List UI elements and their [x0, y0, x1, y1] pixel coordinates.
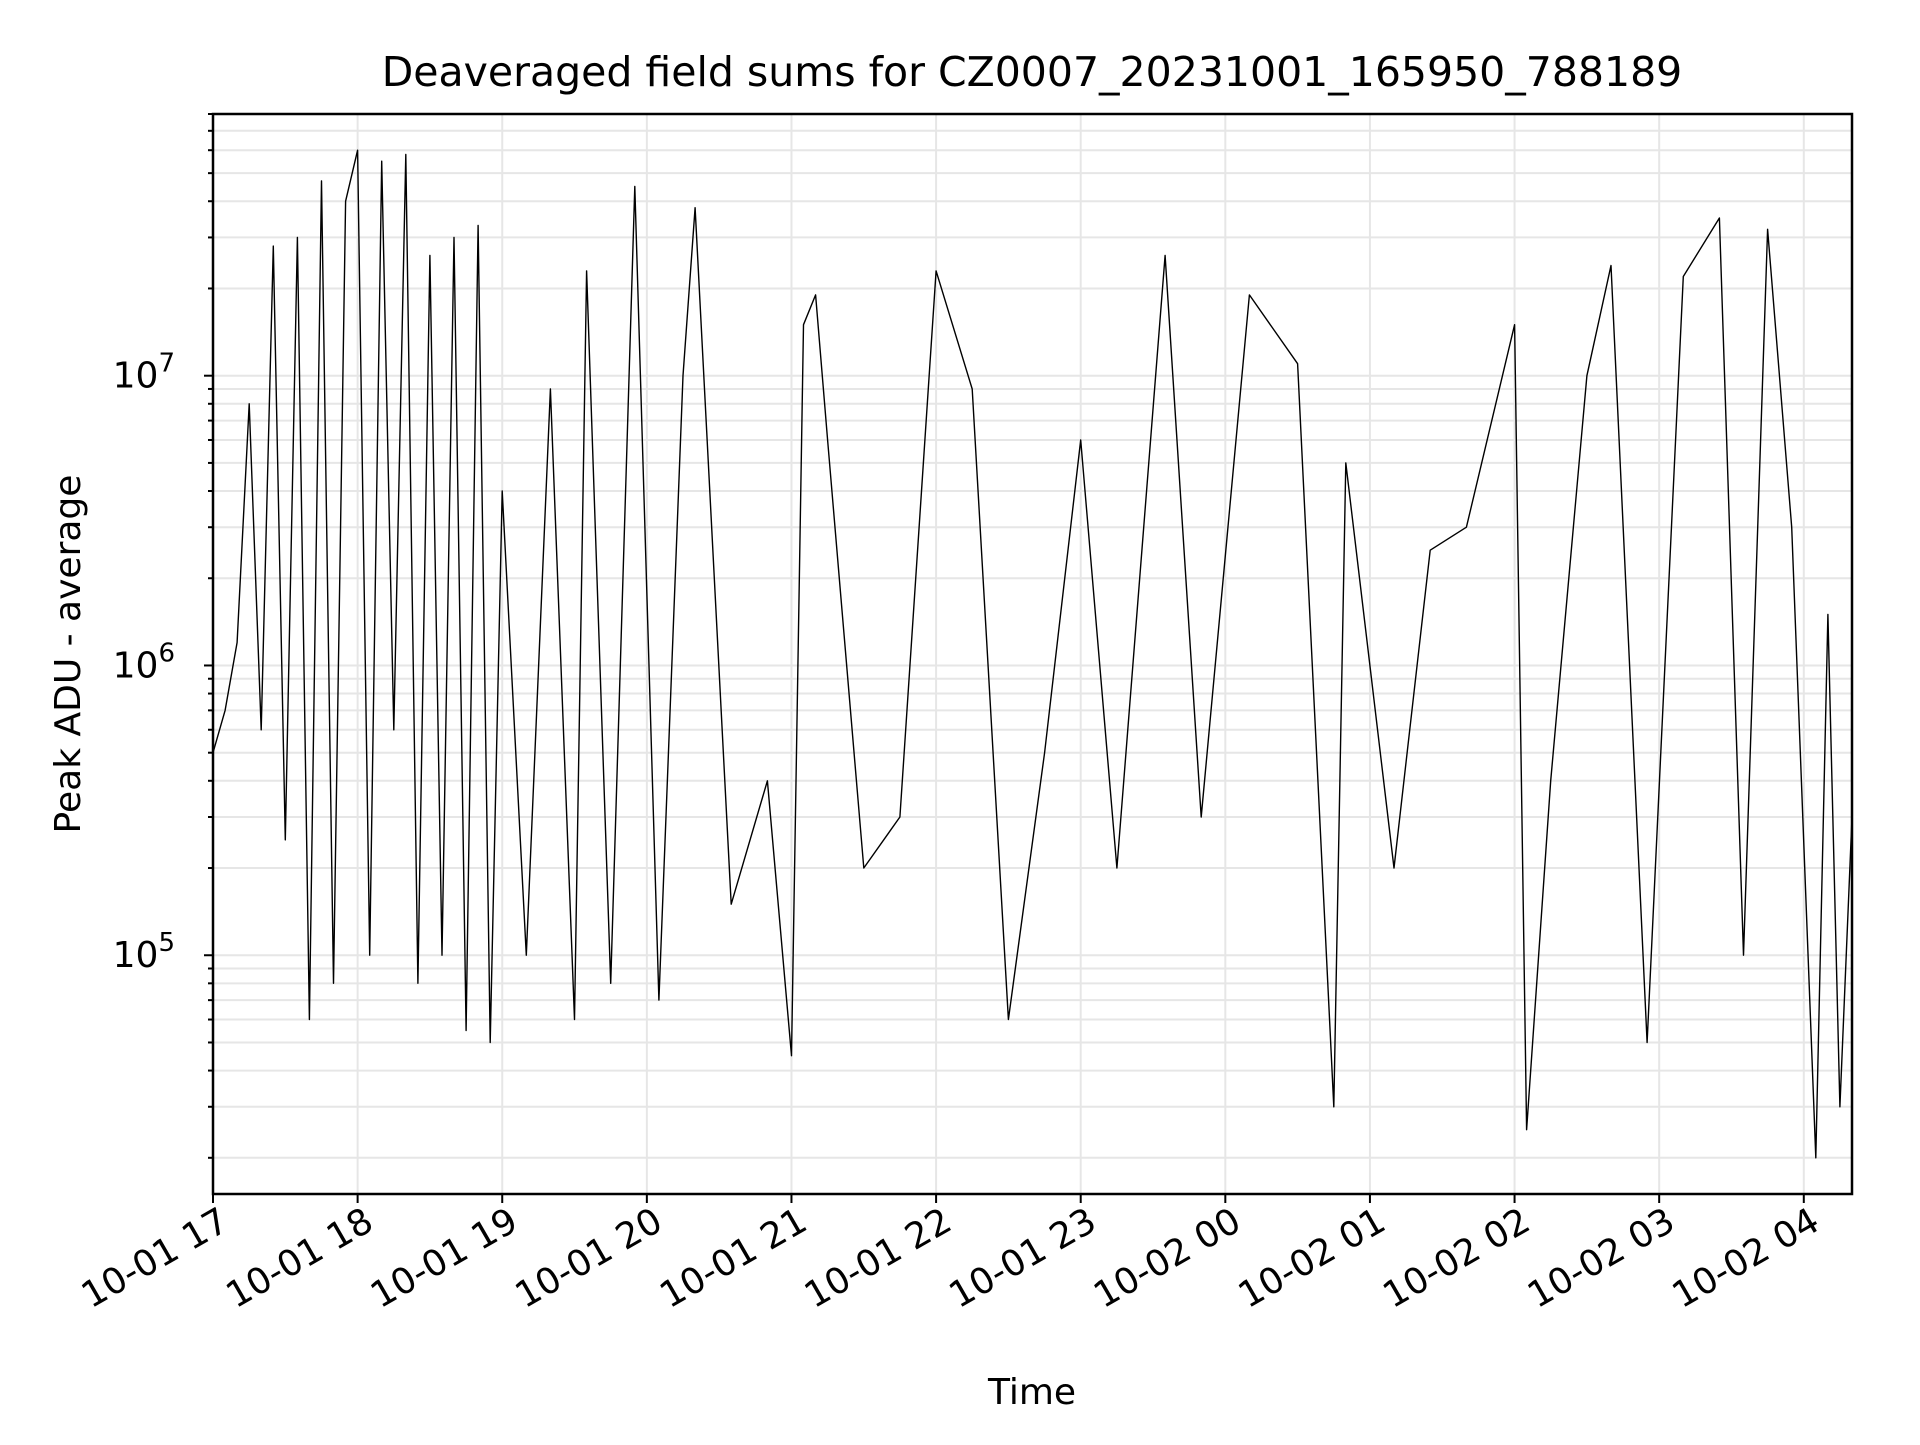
y-axis-label: Peak ADU - average: [48, 475, 89, 834]
series-line: [212, 149, 1853, 1159]
y-tick-exponent: 7: [158, 349, 175, 379]
plot-frame: [211, 112, 1854, 1196]
series-layer: [212, 149, 1853, 1159]
x-axis-label: Time: [987, 1372, 1076, 1413]
chart-title: Deaveraged field sums for CZ0007_2023100…: [382, 48, 1683, 96]
y-tick-exponent: 6: [158, 638, 175, 668]
y-tick-exponent: 5: [158, 928, 175, 958]
